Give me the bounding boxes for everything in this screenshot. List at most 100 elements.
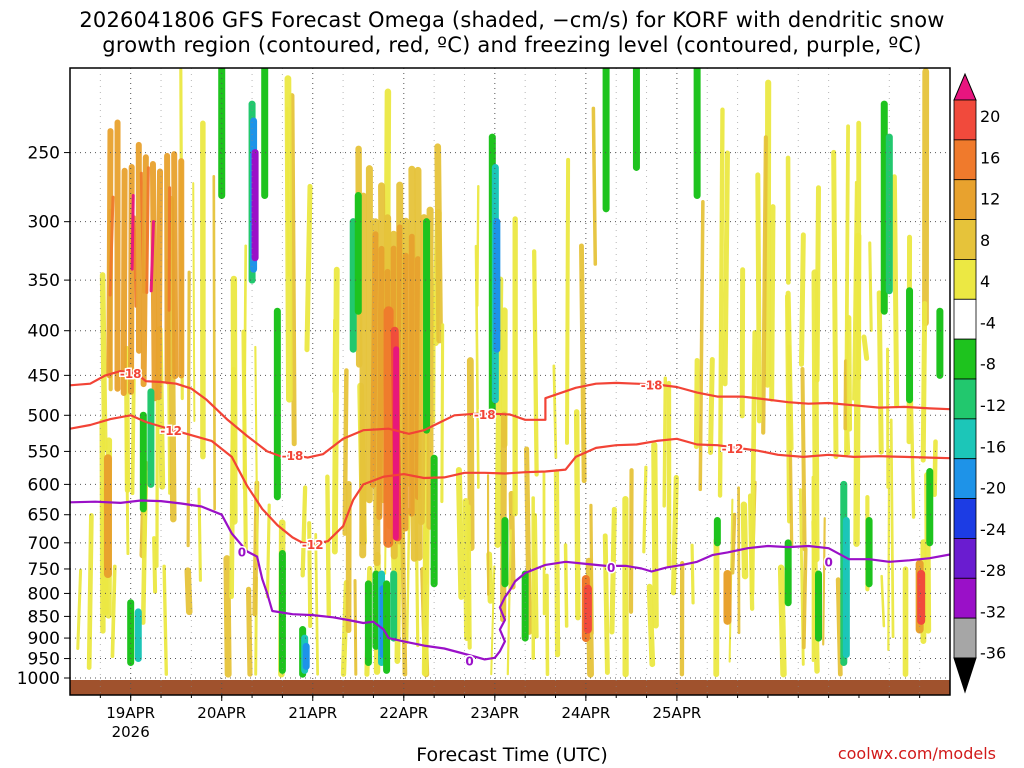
- omega-streak-146: [880, 574, 886, 628]
- ground-strip: [70, 680, 950, 695]
- y-tick-label-1000: 1000: [17, 669, 60, 689]
- omega-streak-77: [474, 244, 480, 489]
- omega-streak-107: [642, 465, 648, 554]
- plot-area: -18 -18 -18 -18 -12 -12 -12 0 0 0 0: [70, 68, 950, 695]
- y-tick-label-600: 600: [28, 475, 60, 495]
- omega-streak-203: [785, 290, 794, 452]
- omega-streak-168: [164, 152, 171, 385]
- colorbar-label-6: -8: [980, 355, 996, 374]
- colorbar-label-2: 12: [980, 190, 1000, 209]
- omega-streak-131: [800, 366, 807, 552]
- x-tick-label-19APR: 19APR: [106, 704, 155, 722]
- omega-streak-116: [717, 107, 725, 498]
- y-tick-label-250: 250: [28, 144, 60, 164]
- omega-streak-69: [434, 143, 443, 344]
- omega-streak-165: [145, 166, 150, 295]
- omega-streak-164: [140, 154, 149, 388]
- omega-streak-103: [609, 506, 617, 635]
- chart-title-line-2: growth region (contoured, red, ºC) and f…: [102, 33, 922, 57]
- omega-streak-97: [579, 243, 587, 484]
- colorbar-band-5: [953, 259, 977, 300]
- omega-streak-25: [212, 175, 216, 511]
- omega-streak-87: [524, 446, 532, 635]
- colorbar-label-0: 20: [980, 107, 1000, 126]
- omega-streak-109: [662, 376, 668, 508]
- colorbar-label-7: -12: [980, 396, 1006, 415]
- y-tick-label-450: 450: [28, 366, 60, 386]
- omega-streak-86: [506, 529, 512, 676]
- omega-streak-75: [466, 504, 472, 650]
- y-tick-label-300: 300: [28, 213, 60, 233]
- omega-streak-40: [300, 485, 308, 578]
- omega-streak-48: [342, 368, 349, 536]
- contour-line--18: [70, 370, 950, 459]
- omega-streak-126: [777, 564, 787, 678]
- omega-streak-166: [149, 161, 158, 402]
- omega-streak-96: [563, 543, 569, 628]
- y-tick-label-800: 800: [28, 584, 60, 604]
- omega-streak-4: [99, 418, 106, 634]
- contour-label--12-0: -12: [160, 424, 182, 438]
- omega-streak-177: [370, 231, 379, 488]
- colorbar-arrow-top: [953, 72, 977, 101]
- omega-streak-28: [229, 366, 236, 600]
- omega-streak-42: [314, 532, 319, 676]
- omega-streak-197: [693, 357, 700, 450]
- colorbar-label-5: -4: [980, 313, 996, 332]
- omega-streak-2: [99, 272, 108, 451]
- omega-streak-100: [591, 106, 598, 266]
- contour-label--12-2: -12: [722, 442, 744, 456]
- omega-streak-44: [325, 474, 331, 617]
- omega-streak-41: [307, 521, 313, 628]
- colorbar-band-1: [953, 99, 977, 141]
- colorbar-arrow-bottom: [953, 657, 977, 694]
- omega-streak-52: [353, 578, 358, 676]
- omega-streak-167: [155, 168, 164, 401]
- omega-streak-198: [708, 357, 715, 455]
- omega-streak-105: [628, 468, 634, 614]
- y-tick-label-350: 350: [28, 271, 60, 291]
- omega-streak-91: [545, 573, 550, 676]
- x-tick-label-22APR: 22APR: [379, 704, 428, 722]
- omega-streak-173: [149, 220, 155, 293]
- colorbar-band-10: [953, 458, 977, 499]
- contour-label-0-3: 0: [824, 555, 832, 569]
- omega-streak-114: [698, 200, 705, 492]
- colorbar-label-8: -16: [980, 437, 1006, 456]
- omega-streak-79: [490, 565, 496, 676]
- colorbar-band-4: [953, 219, 977, 260]
- omega-streak-207: [846, 315, 853, 432]
- omega-streak-83: [500, 411, 508, 623]
- omega-streak-125: [761, 135, 768, 435]
- colorbar-label-10: -24: [980, 520, 1006, 539]
- y-tick-label-650: 650: [28, 506, 60, 526]
- y-tick-label-750: 750: [28, 560, 60, 580]
- omega-streak-95: [564, 157, 571, 445]
- omega-streak-43: [304, 183, 313, 353]
- contour-line--12: [70, 414, 950, 545]
- omega-streak-161: [132, 215, 138, 308]
- omega-streak-106: [646, 583, 656, 668]
- omega-streak-74: [462, 498, 471, 642]
- contour-label-0-0: 0: [238, 545, 246, 559]
- omega-streak-5: [110, 564, 117, 659]
- contour-label-0-1: 0: [465, 655, 473, 669]
- omega-streak-112: [670, 474, 679, 596]
- contour-label--12-1: -12: [302, 538, 324, 552]
- colorbar-band-7: [953, 338, 977, 380]
- colorbar-band-2: [953, 139, 977, 181]
- colorbar-label-3: 8: [980, 231, 990, 250]
- omega-streak-113: [690, 543, 695, 605]
- y-tick-label-400: 400: [28, 322, 60, 342]
- omega-streak-132: [801, 547, 808, 650]
- omega-streak-205: [814, 185, 822, 383]
- colorbar-band-6: [953, 298, 977, 340]
- omega-streak-155: [932, 439, 938, 498]
- omega-streak-88: [532, 249, 539, 477]
- omega-streak-30: [245, 586, 253, 677]
- omega-streak-89: [533, 513, 539, 639]
- contour-label--18-3: -18: [641, 379, 663, 393]
- colorbar-label-13: -36: [980, 644, 1006, 663]
- x-tick-label-23APR: 23APR: [470, 704, 519, 722]
